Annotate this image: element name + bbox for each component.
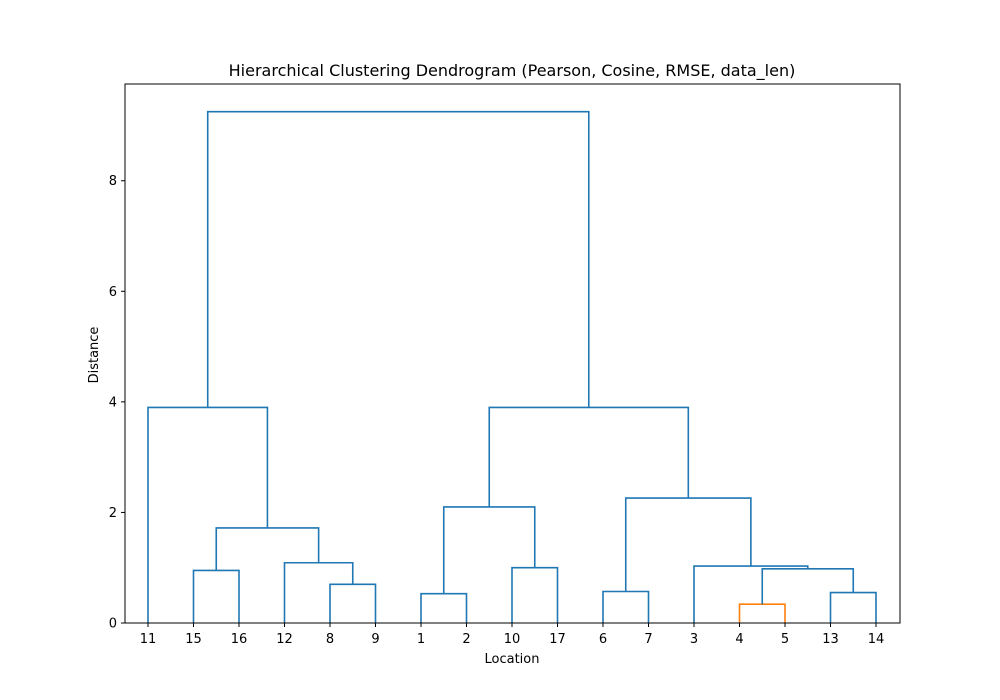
y-tick-label: 2 — [109, 506, 117, 521]
x-axis-ticks: 11 15 16 12 8 9 1 2 10 17 6 7 3 4 5 13 14 — [140, 623, 885, 647]
x-tick-label: 9 — [371, 632, 379, 647]
dendrogram-link — [829, 591, 877, 623]
dendrogram-link — [511, 566, 559, 623]
dendrogram-link — [329, 583, 377, 623]
chart-title: Hierarchical Clustering Dendrogram (Pear… — [229, 61, 796, 81]
x-tick-label: 4 — [735, 632, 743, 647]
dendrogram-links — [147, 110, 877, 623]
x-tick-label: 7 — [644, 632, 652, 647]
dendrogram-link — [442, 506, 536, 594]
x-tick-label: 1 — [417, 632, 425, 647]
x-tick-label: 5 — [781, 632, 789, 647]
dendrogram-link — [215, 527, 320, 571]
x-tick-label: 10 — [504, 632, 521, 647]
dendrogram-link — [283, 561, 354, 623]
x-tick-label: 13 — [822, 632, 839, 647]
x-tick-label: 14 — [868, 632, 885, 647]
y-tick-label: 6 — [109, 285, 117, 300]
x-tick-label: 6 — [599, 632, 607, 647]
x-tick-label: 2 — [462, 632, 470, 647]
dendrogram-link — [693, 565, 809, 623]
y-tick-label: 4 — [109, 395, 117, 410]
x-tick-label: 12 — [276, 632, 293, 647]
x-tick-label: 3 — [690, 632, 698, 647]
x-axis-label: Location — [485, 652, 540, 667]
x-tick-label: 15 — [185, 632, 202, 647]
y-tick-label: 8 — [109, 174, 117, 189]
x-tick-label: 11 — [140, 632, 157, 647]
y-axis-label: Distance — [87, 327, 102, 384]
y-tick-label: 0 — [109, 617, 117, 632]
dendrogram-link — [206, 110, 590, 408]
x-tick-label: 8 — [326, 632, 334, 647]
dendrogram-link — [624, 497, 752, 592]
y-axis-ticks: 0 2 4 6 8 — [109, 174, 125, 632]
x-tick-label: 16 — [231, 632, 248, 647]
dendrogram-link — [420, 592, 468, 623]
dendrogram-link — [761, 568, 855, 605]
x-tick-label: 17 — [549, 632, 566, 647]
